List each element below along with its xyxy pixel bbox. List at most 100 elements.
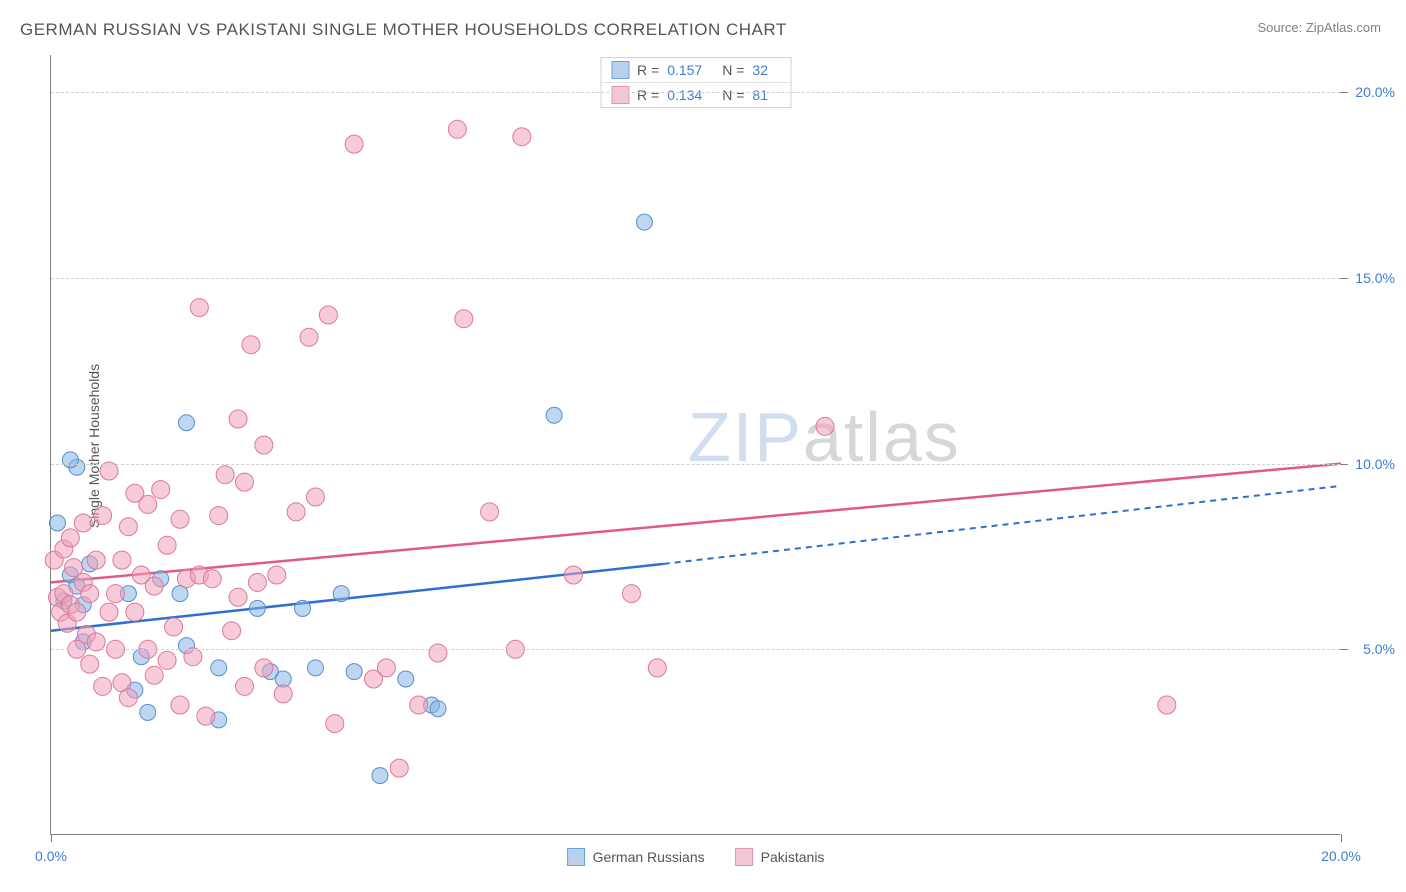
- data-point: [81, 655, 99, 673]
- data-point: [300, 328, 318, 346]
- grid-line: [51, 278, 1340, 279]
- ytick-label: 20.0%: [1355, 84, 1395, 100]
- data-point: [513, 128, 531, 146]
- data-point: [190, 299, 208, 317]
- data-point: [119, 518, 137, 536]
- series-legend: German Russians Pakistanis: [567, 848, 825, 866]
- data-point: [546, 407, 562, 423]
- grid-line: [51, 92, 1340, 93]
- data-point: [171, 696, 189, 714]
- data-point: [94, 507, 112, 525]
- data-point: [210, 507, 228, 525]
- ytick-label: 15.0%: [1355, 270, 1395, 286]
- data-point: [255, 436, 273, 454]
- n-value-1: 81: [752, 87, 768, 103]
- data-point: [255, 659, 273, 677]
- data-point: [274, 685, 292, 703]
- data-point: [145, 666, 163, 684]
- correlation-legend: R = 0.157 N = 32 R = 0.134 N = 81: [600, 57, 791, 108]
- data-point: [81, 585, 99, 603]
- data-point: [158, 536, 176, 554]
- data-point: [816, 417, 834, 435]
- legend-item-0: German Russians: [567, 848, 705, 866]
- chart-title: GERMAN RUSSIAN VS PAKISTANI SINGLE MOTHE…: [20, 20, 787, 40]
- n-label-1: N =: [722, 87, 744, 103]
- data-point: [229, 410, 247, 428]
- data-point: [140, 704, 156, 720]
- data-point: [268, 566, 286, 584]
- grid-line: [51, 464, 1340, 465]
- r-value-1: 0.134: [667, 87, 702, 103]
- data-point: [410, 696, 428, 714]
- data-point: [326, 715, 344, 733]
- data-point: [319, 306, 337, 324]
- ytick-mark: [1340, 649, 1348, 650]
- data-point: [165, 618, 183, 636]
- legend-swatch-0: [611, 61, 629, 79]
- data-point: [481, 503, 499, 521]
- xtick-label: 0.0%: [35, 848, 67, 864]
- n-value-0: 32: [752, 62, 768, 78]
- data-point: [236, 473, 254, 491]
- xtick-mark: [1341, 834, 1342, 842]
- ytick-mark: [1340, 464, 1348, 465]
- legend-bottom-label-1: Pakistanis: [761, 849, 825, 865]
- data-point: [100, 462, 118, 480]
- data-point: [107, 585, 125, 603]
- data-point: [636, 214, 652, 230]
- data-point: [377, 659, 395, 677]
- data-point: [448, 120, 466, 138]
- legend-row-series-1: R = 0.134 N = 81: [601, 82, 790, 107]
- data-point: [307, 660, 323, 676]
- ytick-mark: [1340, 92, 1348, 93]
- legend-bottom-label-0: German Russians: [593, 849, 705, 865]
- legend-item-1: Pakistanis: [735, 848, 825, 866]
- data-point: [61, 529, 79, 547]
- data-point: [87, 551, 105, 569]
- data-point: [87, 633, 105, 651]
- data-point: [455, 310, 473, 328]
- data-point: [287, 503, 305, 521]
- data-point: [248, 573, 266, 591]
- data-point: [171, 510, 189, 528]
- xtick-label: 20.0%: [1321, 848, 1361, 864]
- data-point: [430, 701, 446, 717]
- data-point: [429, 644, 447, 662]
- data-point: [236, 677, 254, 695]
- data-point: [139, 495, 157, 513]
- ytick-label: 5.0%: [1363, 641, 1395, 657]
- grid-line: [51, 649, 1340, 650]
- legend-row-series-0: R = 0.157 N = 32: [601, 58, 790, 82]
- data-point: [564, 566, 582, 584]
- data-point: [623, 585, 641, 603]
- data-point: [229, 588, 247, 606]
- data-point: [49, 515, 65, 531]
- data-point: [242, 336, 260, 354]
- data-point: [346, 664, 362, 680]
- data-point: [100, 603, 118, 621]
- ytick-label: 10.0%: [1355, 456, 1395, 472]
- legend-bottom-swatch-0: [567, 848, 585, 866]
- legend-bottom-swatch-1: [735, 848, 753, 866]
- data-point: [249, 600, 265, 616]
- data-point: [94, 677, 112, 695]
- data-point: [306, 488, 324, 506]
- source-value: ZipAtlas.com: [1306, 20, 1381, 35]
- r-label-0: R =: [637, 62, 659, 78]
- ytick-mark: [1340, 278, 1348, 279]
- xtick-mark: [51, 834, 52, 842]
- data-point: [126, 603, 144, 621]
- data-point: [295, 600, 311, 616]
- data-point: [119, 689, 137, 707]
- data-point: [211, 660, 227, 676]
- n-label-0: N =: [722, 62, 744, 78]
- data-point: [223, 622, 241, 640]
- data-point: [390, 759, 408, 777]
- data-point: [1158, 696, 1176, 714]
- r-value-0: 0.157: [667, 62, 702, 78]
- source-attribution: Source: ZipAtlas.com: [1257, 20, 1381, 35]
- data-point: [216, 466, 234, 484]
- scatter-points-layer: [51, 55, 1340, 834]
- data-point: [184, 648, 202, 666]
- data-point: [152, 481, 170, 499]
